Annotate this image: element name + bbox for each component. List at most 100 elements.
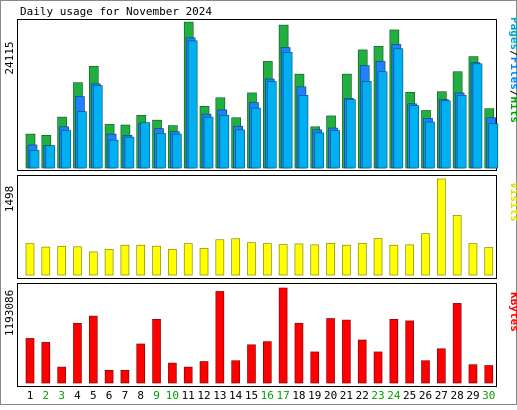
visits-bar xyxy=(326,242,335,276)
visits-bar xyxy=(373,238,383,276)
pages-bar xyxy=(77,111,87,169)
visits-bar xyxy=(294,243,304,276)
visits-bar xyxy=(278,244,288,276)
pages-bar xyxy=(251,107,261,169)
kbytes-bar xyxy=(25,338,35,384)
kbytes-max-label: 1193086 xyxy=(3,290,16,336)
visits-bar xyxy=(73,246,82,276)
day-label: 26 xyxy=(419,389,432,402)
kbytes-legend: KBytes xyxy=(508,292,517,332)
legend-hits: Hits xyxy=(508,97,517,124)
day-label: 15 xyxy=(245,389,258,402)
visits-bar xyxy=(168,249,177,276)
pages-bar xyxy=(172,133,182,169)
visits-bar xyxy=(199,248,209,276)
visits-bar xyxy=(468,243,478,276)
pages-bar xyxy=(346,99,356,169)
legend-files: Files xyxy=(508,57,517,90)
kbytes-bar xyxy=(389,318,399,384)
pages-bar xyxy=(282,52,293,169)
day-label: 12 xyxy=(197,389,210,402)
visits-bar xyxy=(231,238,240,276)
kbytes-bar xyxy=(437,348,446,384)
kbytes-bar xyxy=(168,362,177,384)
day-label: 17 xyxy=(276,389,289,402)
kbytes-bar xyxy=(247,344,256,384)
pages-bar xyxy=(330,130,340,169)
kbytes-bar xyxy=(357,339,367,384)
day-label: 24 xyxy=(387,389,401,402)
kbytes-bar xyxy=(152,318,161,384)
kbytes-bar xyxy=(215,291,225,384)
pages-bar xyxy=(441,100,451,169)
visits-bar xyxy=(215,239,225,276)
day-label: 7 xyxy=(122,389,129,402)
day-label: 4 xyxy=(74,389,81,402)
pages-bar xyxy=(61,130,71,169)
day-label: 19 xyxy=(308,389,321,402)
requests-panel: 24115 Pages/Files/Hits xyxy=(3,17,517,171)
day-label: 2 xyxy=(43,389,50,402)
kbytes-bar xyxy=(278,287,288,384)
visits-bar xyxy=(342,244,351,276)
requests-max-label: 24115 xyxy=(3,41,16,74)
kbytes-bar xyxy=(183,366,193,384)
visits-bar xyxy=(88,251,98,276)
day-label: 3 xyxy=(58,389,65,402)
day-label: 6 xyxy=(106,389,113,402)
kbytes-bar xyxy=(294,322,304,384)
pages-bar xyxy=(235,129,245,169)
pages-bar xyxy=(361,81,372,169)
visits-bar xyxy=(247,242,256,276)
pages-bar xyxy=(377,71,388,169)
visits-bar xyxy=(452,215,462,276)
pages-bar xyxy=(29,150,40,169)
kbytes-bar xyxy=(262,341,272,384)
kbytes-bar xyxy=(199,361,209,384)
day-label: 18 xyxy=(292,389,305,402)
pages-bar xyxy=(456,95,467,169)
day-label: 5 xyxy=(90,389,97,402)
day-label: 23 xyxy=(371,389,384,402)
pages-bar xyxy=(409,105,419,169)
visits-bar xyxy=(484,247,494,276)
kbytes-bar xyxy=(120,369,130,384)
day-label: 28 xyxy=(451,389,464,402)
pages-bar xyxy=(124,136,135,169)
visits-bar xyxy=(136,244,146,276)
pages-bar xyxy=(45,145,56,169)
visits-bar xyxy=(41,246,51,276)
day-label: 29 xyxy=(466,389,479,402)
visits-bar xyxy=(104,249,114,276)
visits-bars xyxy=(25,178,494,276)
day-label: 9 xyxy=(153,389,160,402)
visits-max-label: 1498 xyxy=(3,186,16,213)
kbytes-bars xyxy=(25,287,494,384)
kbytes-bar xyxy=(342,319,351,384)
visits-bar xyxy=(57,246,66,276)
kbytes-bar xyxy=(104,369,114,384)
visits-bar xyxy=(357,242,367,276)
day-label: 27 xyxy=(435,389,448,402)
kbytes-bar xyxy=(421,360,430,384)
kbytes-bar xyxy=(136,343,146,384)
visits-bar xyxy=(25,243,35,276)
pages-bar xyxy=(187,40,198,169)
kbytes-bar xyxy=(73,322,82,384)
pages-bar xyxy=(92,85,103,169)
chart-title: Daily usage for November 2024 xyxy=(20,5,212,18)
visits-bar xyxy=(183,243,193,276)
visits-bar xyxy=(437,178,446,276)
requests-bars xyxy=(25,21,499,169)
x-axis-day-labels: 1 2 3 4 5 6 7 8 9 10 11 12 13 14 15 16 17 18 19 20 21 22 23 24 2… xyxy=(27,389,496,402)
visits-bar xyxy=(120,244,130,276)
pages-bar xyxy=(393,48,404,169)
pages-bar xyxy=(314,132,325,169)
pages-bar xyxy=(219,115,230,169)
pages-bar xyxy=(298,95,309,169)
visits-panel: 1498 Visits xyxy=(3,175,517,279)
day-label: 8 xyxy=(137,389,144,402)
day-label: 1 xyxy=(27,389,34,402)
kbytes-bar xyxy=(484,365,494,384)
